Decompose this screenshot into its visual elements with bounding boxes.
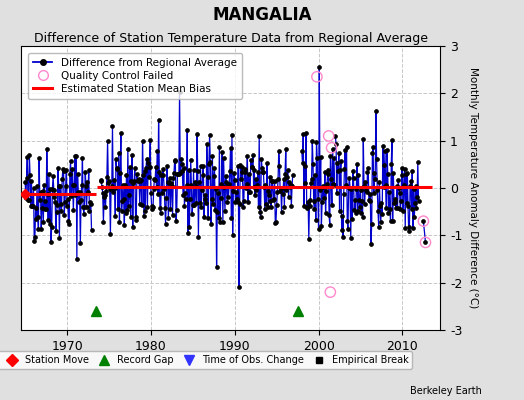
Point [421, 239, 430, 246]
Y-axis label: Monthly Temperature Anomaly Difference (°C): Monthly Temperature Anomaly Difference (… [468, 67, 478, 309]
Difference from Regional Average [74, 256, 80, 261]
Text: MANGALIA: MANGALIA [212, 6, 312, 24]
Difference from Regional Average [89, 228, 95, 232]
Text: Berkeley Earth: Berkeley Earth [410, 386, 482, 396]
Difference from Regional Average [41, 182, 47, 187]
Point [419, 218, 428, 224]
Difference from Regional Average [31, 239, 37, 244]
Difference from Regional Average [56, 235, 62, 240]
Difference from Regional Average [84, 179, 91, 184]
Line: Difference from Regional Average: Difference from Regional Average [23, 147, 93, 260]
Quality Control Failed [326, 289, 334, 295]
Legend: Station Move, Record Gap, Time of Obs. Change, Empirical Break: Station Move, Record Gap, Time of Obs. C… [0, 351, 412, 369]
Quality Control Failed [328, 144, 336, 151]
Difference from Regional Average [51, 194, 58, 199]
Difference from Regional Average [22, 180, 28, 184]
Difference from Regional Average [43, 146, 50, 151]
Quality Control Failed [313, 74, 321, 80]
Quality Control Failed [324, 133, 333, 139]
Title: Difference of Station Temperature Data from Regional Average: Difference of Station Temperature Data f… [34, 32, 428, 45]
Difference from Regional Average [58, 208, 64, 213]
